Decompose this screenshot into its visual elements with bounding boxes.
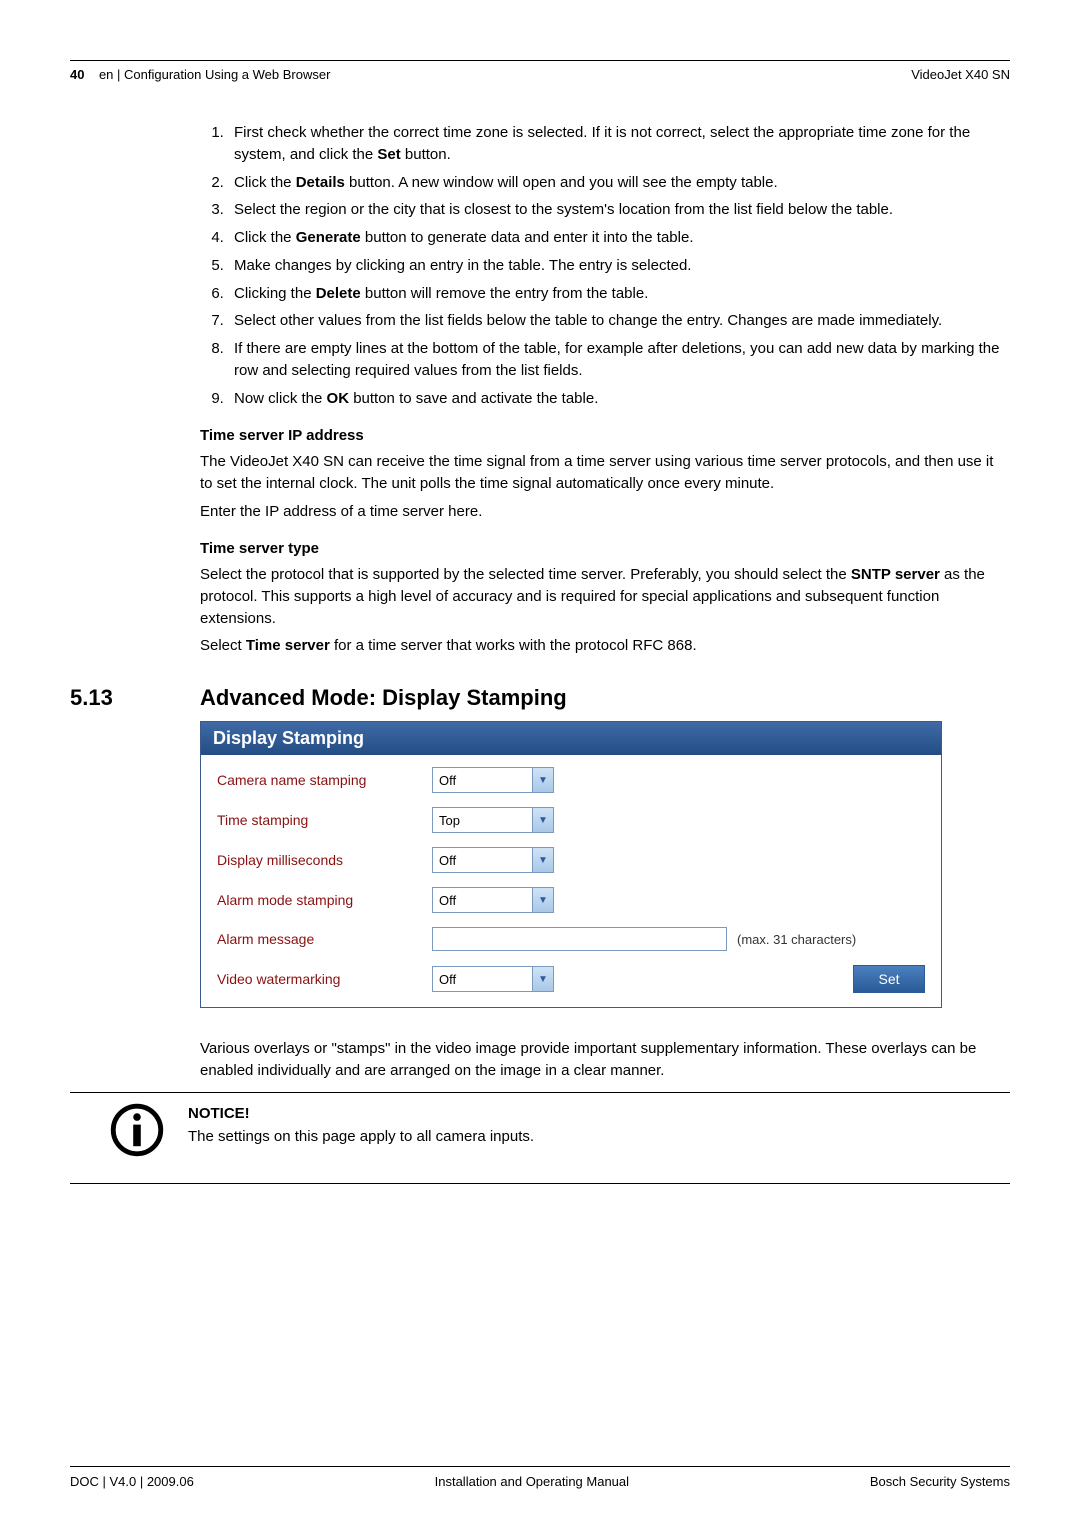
paragraph: Select Time server for a time server tha… [200,635,1000,657]
notice-block: NOTICE! The settings on this page apply … [70,1103,1010,1157]
page-header: 40 en | Configuration Using a Web Browse… [70,67,1010,82]
footer-left: DOC | V4.0 | 2009.06 [70,1474,194,1489]
alarm-mode-value: Off [433,893,456,908]
panel-row-time-stamp: Time stamping Top ▼ [217,807,925,833]
paragraph: Enter the IP address of a time server he… [200,501,1000,523]
alarm-msg-hint: (max. 31 characters) [737,932,856,947]
time-stamp-select[interactable]: Top ▼ [432,807,554,833]
numbered-steps: First check whether the correct time zon… [200,122,1000,409]
step-item: Now click the OK button to save and acti… [228,388,1000,410]
watermark-select[interactable]: Off ▼ [432,966,554,992]
set-button[interactable]: Set [853,965,925,993]
label-millis: Display milliseconds [217,852,432,868]
paragraph: Select the protocol that is supported by… [200,564,1000,629]
label-watermark: Video watermarking [217,971,432,987]
step-item: Select the region or the city that is cl… [228,199,1000,221]
chevron-down-icon: ▼ [532,848,553,872]
chevron-down-icon: ▼ [532,808,553,832]
label-alarm-mode: Alarm mode stamping [217,892,432,908]
panel-row-camera-name: Camera name stamping Off ▼ [217,767,925,793]
step-item: Click the Details button. A new window w… [228,172,1000,194]
alarm-mode-select[interactable]: Off ▼ [432,887,554,913]
info-icon [110,1103,164,1157]
panel-row-watermark: Video watermarking Off ▼ Set [217,965,925,993]
label-time-stamp: Time stamping [217,812,432,828]
watermark-value: Off [433,972,456,987]
step-item: Click the Generate button to generate da… [228,227,1000,249]
chevron-down-icon: ▼ [532,888,553,912]
subheading-time-server-type: Time server type [200,538,1000,560]
content-column: First check whether the correct time zon… [200,122,1000,657]
step-item: If there are empty lines at the bottom o… [228,338,1000,382]
footer-right: Bosch Security Systems [870,1474,1010,1489]
step-item: Clicking the Delete button will remove t… [228,283,1000,305]
panel-title: Display Stamping [201,722,941,755]
header-product: VideoJet X40 SN [911,67,1010,82]
subheading-time-server-ip: Time server IP address [200,425,1000,447]
page-number: 40 [70,67,84,82]
paragraph: Various overlays or "stamps" in the vide… [200,1038,1000,1082]
section-title: Advanced Mode: Display Stamping [200,685,567,711]
step-item: Select other values from the list fields… [228,310,1000,332]
millis-select[interactable]: Off ▼ [432,847,554,873]
display-stamping-panel: Display Stamping Camera name stamping Of… [200,721,942,1008]
step-item: Make changes by clicking an entry in the… [228,255,1000,277]
panel-row-alarm-msg: Alarm message (max. 31 characters) [217,927,925,951]
page-footer: DOC | V4.0 | 2009.06 Installation and Op… [70,1474,1010,1489]
chevron-down-icon: ▼ [532,967,553,991]
step-item: First check whether the correct time zon… [228,122,1000,166]
millis-value: Off [433,853,456,868]
chevron-down-icon: ▼ [532,768,553,792]
panel-row-alarm-mode: Alarm mode stamping Off ▼ [217,887,925,913]
notice-heading: NOTICE! [188,1103,1010,1125]
camera-name-value: Off [433,773,456,788]
time-stamp-value: Top [433,813,460,828]
footer-center: Installation and Operating Manual [435,1474,629,1489]
label-camera-name: Camera name stamping [217,772,432,788]
notice-text: The settings on this page apply to all c… [188,1128,534,1145]
section-heading-row: 5.13 Advanced Mode: Display Stamping [70,685,1010,711]
header-path: en | Configuration Using a Web Browser [99,67,330,82]
section-number: 5.13 [70,685,200,711]
camera-name-select[interactable]: Off ▼ [432,767,554,793]
label-alarm-msg: Alarm message [217,931,432,947]
paragraph: The VideoJet X40 SN can receive the time… [200,451,1000,495]
panel-row-millis: Display milliseconds Off ▼ [217,847,925,873]
alarm-msg-input[interactable] [432,927,727,951]
